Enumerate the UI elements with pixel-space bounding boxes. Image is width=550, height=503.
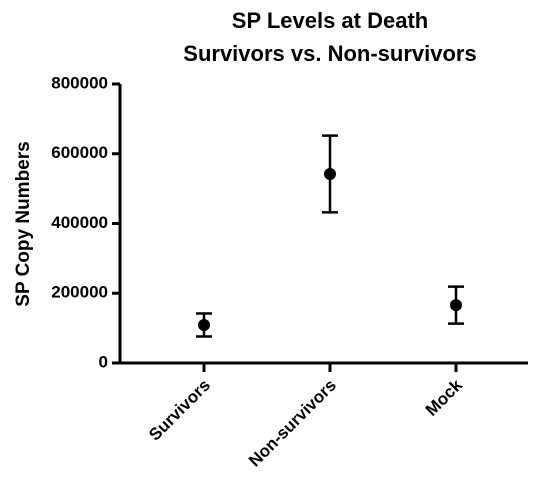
chart-title: SP Levels at Death bbox=[232, 8, 428, 33]
y-tick-label: 800000 bbox=[51, 73, 108, 92]
chart-subtitle: Survivors vs. Non-survivors bbox=[183, 41, 476, 66]
y-tick-label: 0 bbox=[99, 352, 108, 371]
y-tick-label: 400000 bbox=[51, 213, 108, 232]
y-tick-label: 200000 bbox=[51, 283, 108, 302]
point bbox=[324, 167, 336, 180]
y-tick-label: 600000 bbox=[51, 143, 108, 162]
y-axis-label: SP Copy Numbers bbox=[13, 141, 34, 306]
x-tick-label: Mock bbox=[422, 375, 467, 420]
x-tick-label: Survivors bbox=[145, 376, 214, 445]
x-tick-label: Non-survivors bbox=[245, 376, 340, 471]
point bbox=[198, 318, 210, 331]
point bbox=[450, 299, 462, 312]
